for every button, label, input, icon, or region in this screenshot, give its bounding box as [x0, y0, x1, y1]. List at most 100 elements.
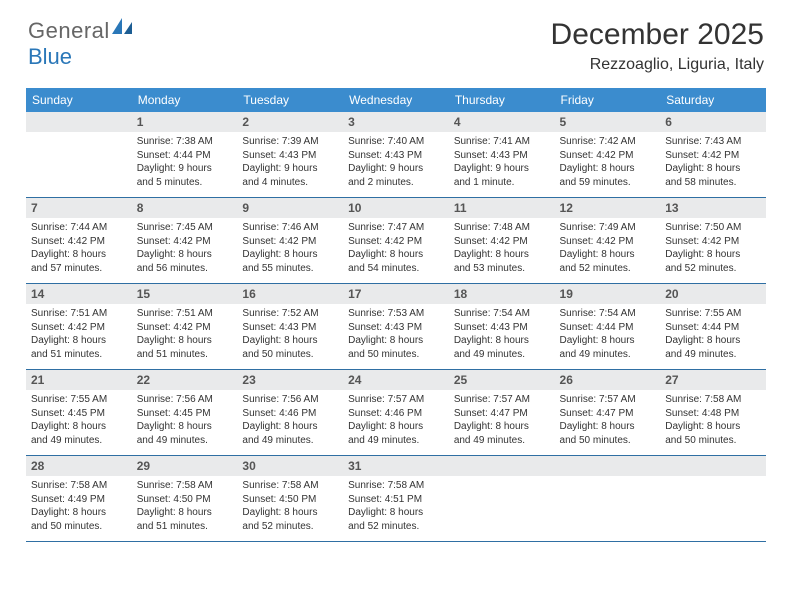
day-line-ss: Sunset: 4:51 PM: [348, 493, 444, 507]
dow-header: Wednesday: [343, 88, 449, 112]
day-number: 9: [237, 198, 343, 218]
day-line-ss: Sunset: 4:42 PM: [137, 321, 233, 335]
day-line-d2: and 50 minutes.: [242, 348, 338, 362]
calendar-table: SundayMondayTuesdayWednesdayThursdayFrid…: [26, 88, 766, 542]
day-line-d2: and 57 minutes.: [31, 262, 127, 276]
week-row: 21Sunrise: 7:55 AMSunset: 4:45 PMDayligh…: [26, 370, 766, 456]
day-line-ss: Sunset: 4:42 PM: [665, 149, 761, 163]
day-line-d1: Daylight: 8 hours: [454, 248, 550, 262]
day-body: Sunrise: 7:53 AMSunset: 4:43 PMDaylight:…: [343, 304, 449, 369]
day-body: Sunrise: 7:46 AMSunset: 4:42 PMDaylight:…: [237, 218, 343, 283]
day-line-ss: Sunset: 4:48 PM: [665, 407, 761, 421]
day-line-d1: Daylight: 9 hours: [454, 162, 550, 176]
day-body-empty: [660, 476, 766, 530]
dow-header: Saturday: [660, 88, 766, 112]
day-line-d1: Daylight: 9 hours: [137, 162, 233, 176]
day-line-sr: Sunrise: 7:57 AM: [560, 393, 656, 407]
day-body: Sunrise: 7:56 AMSunset: 4:45 PMDaylight:…: [132, 390, 238, 455]
day-line-ss: Sunset: 4:42 PM: [137, 235, 233, 249]
day-cell: 23Sunrise: 7:56 AMSunset: 4:46 PMDayligh…: [237, 370, 343, 456]
day-cell: 14Sunrise: 7:51 AMSunset: 4:42 PMDayligh…: [26, 284, 132, 370]
day-of-week-row: SundayMondayTuesdayWednesdayThursdayFrid…: [26, 88, 766, 112]
day-cell: 9Sunrise: 7:46 AMSunset: 4:42 PMDaylight…: [237, 198, 343, 284]
day-line-ss: Sunset: 4:43 PM: [348, 321, 444, 335]
day-line-ss: Sunset: 4:45 PM: [137, 407, 233, 421]
day-number: 2: [237, 112, 343, 132]
day-line-sr: Sunrise: 7:56 AM: [137, 393, 233, 407]
day-line-d1: Daylight: 8 hours: [560, 420, 656, 434]
day-line-ss: Sunset: 4:47 PM: [454, 407, 550, 421]
day-number: 19: [555, 284, 661, 304]
day-line-sr: Sunrise: 7:40 AM: [348, 135, 444, 149]
day-number: 29: [132, 456, 238, 476]
day-number: 17: [343, 284, 449, 304]
day-line-d2: and 49 minutes.: [665, 348, 761, 362]
day-cell: 29Sunrise: 7:58 AMSunset: 4:50 PMDayligh…: [132, 456, 238, 542]
day-line-sr: Sunrise: 7:52 AM: [242, 307, 338, 321]
location-subtitle: Rezzoaglio, Liguria, Italy: [551, 56, 764, 74]
day-cell: 11Sunrise: 7:48 AMSunset: 4:42 PMDayligh…: [449, 198, 555, 284]
day-line-d2: and 4 minutes.: [242, 176, 338, 190]
day-line-ss: Sunset: 4:43 PM: [454, 149, 550, 163]
day-line-d2: and 52 minutes.: [348, 520, 444, 534]
day-body-empty: [555, 476, 661, 530]
day-cell: 25 Sunrise: 7:57 AMSunset: 4:47 PMDayligh…: [449, 370, 555, 456]
day-number: 18: [449, 284, 555, 304]
day-number: 25: [449, 370, 555, 390]
day-body-empty: [26, 132, 132, 186]
day-line-sr: Sunrise: 7:57 AM: [454, 393, 550, 407]
day-cell: [555, 456, 661, 542]
day-cell: 27Sunrise: 7:58 AMSunset: 4:48 PMDayligh…: [660, 370, 766, 456]
dow-header: Tuesday: [237, 88, 343, 112]
day-line-d1: Daylight: 8 hours: [665, 334, 761, 348]
dow-header: Monday: [132, 88, 238, 112]
day-number: 13: [660, 198, 766, 218]
day-body: Sunrise: 7:44 AMSunset: 4:42 PMDaylight:…: [26, 218, 132, 283]
day-number: 31: [343, 456, 449, 476]
day-number-empty: [660, 456, 766, 476]
day-body: Sunrise: 7:55 AMSunset: 4:44 PMDaylight:…: [660, 304, 766, 369]
dow-header: Friday: [555, 88, 661, 112]
day-line-d1: Daylight: 8 hours: [242, 506, 338, 520]
day-body: Sunrise: 7:57 AMSunset: 4:46 PMDaylight:…: [343, 390, 449, 455]
day-line-d1: Daylight: 8 hours: [454, 420, 550, 434]
day-number: 5: [555, 112, 661, 132]
day-line-ss: Sunset: 4:47 PM: [560, 407, 656, 421]
day-cell: 1Sunrise: 7:38 AMSunset: 4:44 PMDaylight…: [132, 112, 238, 198]
day-cell: 31 Sunrise: 7:58 AMSunset: 4:51 PMDayligh…: [343, 456, 449, 542]
day-line-d2: and 49 minutes.: [31, 434, 127, 448]
day-body: Sunrise: 7:56 AMSunset: 4:46 PMDaylight:…: [237, 390, 343, 455]
day-line-ss: Sunset: 4:42 PM: [348, 235, 444, 249]
day-cell: 16Sunrise: 7:52 AMSunset: 4:43 PMDayligh…: [237, 284, 343, 370]
day-number: 27: [660, 370, 766, 390]
month-title: December 2025: [551, 18, 764, 52]
day-line-d2: and 59 minutes.: [560, 176, 656, 190]
day-cell: 19Sunrise: 7:54 AMSunset: 4:44 PMDayligh…: [555, 284, 661, 370]
day-body: Sunrise: 7:51 AMSunset: 4:42 PMDaylight:…: [132, 304, 238, 369]
day-line-d1: Daylight: 8 hours: [348, 506, 444, 520]
day-line-ss: Sunset: 4:42 PM: [665, 235, 761, 249]
day-cell: 17Sunrise: 7:53 AMSunset: 4:43 PMDayligh…: [343, 284, 449, 370]
day-body: Sunrise: 7:51 AMSunset: 4:42 PMDaylight:…: [26, 304, 132, 369]
day-line-d1: Daylight: 8 hours: [348, 420, 444, 434]
day-cell: [26, 112, 132, 198]
day-number: 20: [660, 284, 766, 304]
day-line-sr: Sunrise: 7:54 AM: [454, 307, 550, 321]
day-line-sr: Sunrise: 7:55 AM: [665, 307, 761, 321]
brand-word-1: General: [28, 18, 110, 43]
day-line-d2: and 50 minutes.: [560, 434, 656, 448]
day-cell: 10Sunrise: 7:47 AMSunset: 4:42 PMDayligh…: [343, 198, 449, 284]
day-cell: 15Sunrise: 7:51 AMSunset: 4:42 PMDayligh…: [132, 284, 238, 370]
day-line-ss: Sunset: 4:42 PM: [454, 235, 550, 249]
day-line-ss: Sunset: 4:43 PM: [242, 321, 338, 335]
day-body: Sunrise: 7:55 AMSunset: 4:45 PMDaylight:…: [26, 390, 132, 455]
dow-header: Thursday: [449, 88, 555, 112]
day-body: Sunrise: 7:41 AMSunset: 4:43 PMDaylight:…: [449, 132, 555, 197]
day-line-sr: Sunrise: 7:58 AM: [31, 479, 127, 493]
day-number-empty: [26, 112, 132, 132]
day-line-sr: Sunrise: 7:55 AM: [31, 393, 127, 407]
day-line-ss: Sunset: 4:42 PM: [31, 235, 127, 249]
day-line-sr: Sunrise: 7:58 AM: [348, 479, 444, 493]
day-cell: 7Sunrise: 7:44 AMSunset: 4:42 PMDaylight…: [26, 198, 132, 284]
day-line-d2: and 56 minutes.: [137, 262, 233, 276]
